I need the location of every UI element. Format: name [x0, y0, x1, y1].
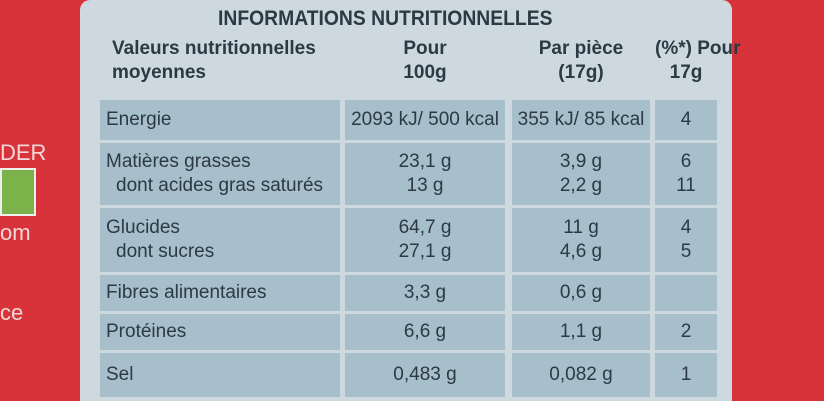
column-header: Valeurs nutritionnelles [112, 38, 316, 59]
column-header: Par pièce [538, 38, 624, 59]
cell-text: 6,6 g [403, 321, 447, 342]
cell-text: 5 [680, 241, 692, 262]
cell-text: 3,9 g [559, 151, 603, 172]
cell-text: 64,7 g [398, 217, 452, 238]
cell-text: Sel [106, 364, 134, 385]
cell-text: dont acides gras saturés [116, 175, 324, 196]
cell-text: 11 [676, 175, 696, 196]
cell-text: Energie [106, 109, 172, 130]
cell-text: 355 kJ/ 85 kcal [517, 109, 645, 130]
cell-text: 2093 kJ/ 500 kcal [351, 109, 499, 130]
table-cell [345, 314, 505, 350]
table-cell [100, 275, 340, 311]
table-cell [345, 143, 505, 205]
table-cell [512, 208, 650, 272]
cell-text: 23,1 g [398, 151, 452, 172]
cell-text: 0,483 g [393, 364, 457, 385]
table-cell [345, 275, 505, 311]
cell-text: 13 g [406, 175, 444, 196]
column-header: (%*) Pour [655, 38, 741, 59]
table-title: INFORMATIONS NUTRITIONNELLES [218, 7, 553, 30]
cell-text: Protéines [106, 321, 187, 342]
side-text: ce [0, 300, 24, 325]
cell-text: 11 g [563, 217, 599, 238]
column-header: Pour [403, 38, 447, 59]
cell-text: Matières grasses [106, 151, 251, 172]
table-cell [655, 275, 717, 311]
cell-text: 1 [680, 364, 692, 385]
table-cell [100, 143, 340, 205]
table-cell [512, 314, 650, 350]
cell-text: Glucides [106, 217, 180, 238]
cell-text: 4 [680, 109, 692, 130]
cell-text: 4 [680, 217, 692, 238]
table-cell [655, 143, 717, 205]
table-cell [512, 353, 650, 397]
cell-text: 0,082 g [549, 364, 613, 385]
table-cell [512, 275, 650, 311]
table-cell [512, 100, 650, 140]
cell-text: 2,2 g [559, 175, 603, 196]
cell-text: 27,1 g [398, 241, 452, 262]
column-header: (17g) [558, 62, 604, 83]
cell-text: 6 [680, 151, 692, 172]
table-cell [655, 314, 717, 350]
cell-text: dont sucres [116, 241, 215, 262]
column-header: moyennes [112, 62, 206, 83]
column-header: 17g [669, 62, 703, 83]
table-cell [100, 208, 340, 272]
column-header: 100g [403, 62, 447, 83]
cell-text: 3,3 g [403, 282, 447, 303]
table-cell [655, 208, 717, 272]
table-cell [100, 100, 340, 140]
table-cell [100, 314, 340, 350]
table-cell [345, 353, 505, 397]
cell-text: 2 [680, 321, 692, 342]
cell-text: 4,6 g [559, 241, 603, 262]
side-text: om [0, 220, 31, 245]
green-badge [0, 168, 36, 216]
cell-text: 1,1 g [559, 321, 603, 342]
table-cell [655, 353, 717, 397]
table-cell [345, 100, 505, 140]
table-cell [345, 208, 505, 272]
table-cell [512, 143, 650, 205]
table-cell [100, 353, 340, 397]
cell-text: 0,6 g [559, 282, 603, 303]
side-text: DER [0, 140, 47, 165]
cell-text: Fibres alimentaires [106, 282, 267, 303]
table-cell [655, 100, 717, 140]
